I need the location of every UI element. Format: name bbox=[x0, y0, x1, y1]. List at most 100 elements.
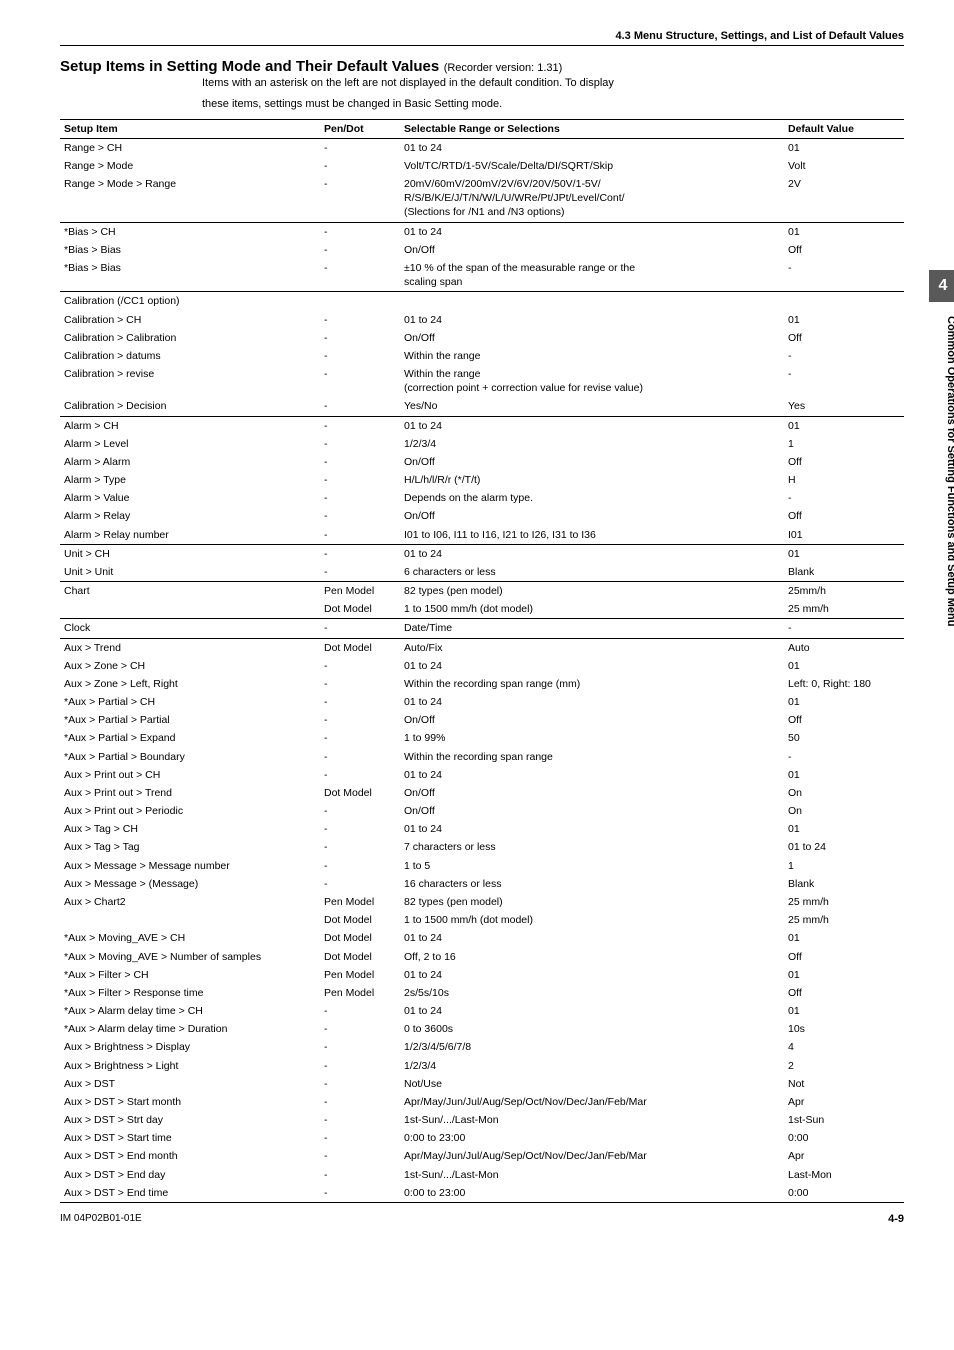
cell-item: Aux > Chart2 bbox=[60, 893, 320, 911]
cell-selectable: 01 to 24 bbox=[400, 1002, 784, 1020]
cell-pendot: - bbox=[320, 489, 400, 507]
table-row: *Aux > Partial > Boundary-Within the rec… bbox=[60, 748, 904, 766]
cell-item: Aux > DST > End month bbox=[60, 1147, 320, 1165]
cell-default: 2 bbox=[784, 1057, 904, 1075]
cell-pendot: - bbox=[320, 657, 400, 675]
table-row: *Aux > Alarm delay time > CH-01 to 2401 bbox=[60, 1002, 904, 1020]
cell-pendot: - bbox=[320, 693, 400, 711]
table-row: Aux > Brightness > Display-1/2/3/4/5/6/7… bbox=[60, 1038, 904, 1056]
cell-default: Yes bbox=[784, 397, 904, 416]
cell-default: Auto bbox=[784, 638, 904, 657]
cell-item: Alarm > Alarm bbox=[60, 453, 320, 471]
table-row: Dot Model1 to 1500 mm/h (dot model)25 mm… bbox=[60, 600, 904, 619]
cell-pendot: - bbox=[320, 1166, 400, 1184]
cell-selectable: On/Off bbox=[400, 507, 784, 525]
cell-default: 01 bbox=[784, 222, 904, 241]
cell-selectable: 01 to 24 bbox=[400, 657, 784, 675]
cell-item: *Aux > Moving_AVE > Number of samples bbox=[60, 948, 320, 966]
title-row: Setup Items in Setting Mode and Their De… bbox=[60, 58, 904, 76]
cell-selectable: 0 to 3600s bbox=[400, 1020, 784, 1038]
cell-default: 50 bbox=[784, 729, 904, 747]
cell-selectable: Apr/May/Jun/Jul/Aug/Sep/Oct/Nov/Dec/Jan/… bbox=[400, 1093, 784, 1111]
cell-pendot: Dot Model bbox=[320, 948, 400, 966]
cell-item: Range > Mode > Range bbox=[60, 175, 320, 222]
cell-default: 01 bbox=[784, 544, 904, 563]
cell-default: H bbox=[784, 471, 904, 489]
cell-item: Calibration > Decision bbox=[60, 397, 320, 416]
cell-default: Off bbox=[784, 984, 904, 1002]
table-row: Alarm > Relay-On/OffOff bbox=[60, 507, 904, 525]
cell-item: Alarm > CH bbox=[60, 416, 320, 435]
cell-default: 25 mm/h bbox=[784, 600, 904, 619]
cell-default: 01 bbox=[784, 416, 904, 435]
cell-item: Alarm > Relay number bbox=[60, 526, 320, 545]
table-row: ChartPen Model82 types (pen model)25mm/h bbox=[60, 582, 904, 601]
cell-selectable: 01 to 24 bbox=[400, 311, 784, 329]
table-row: Range > Mode > Range-20mV/60mV/200mV/2V/… bbox=[60, 175, 904, 222]
cell-pendot bbox=[320, 292, 400, 311]
cell-default: Last-Mon bbox=[784, 1166, 904, 1184]
cell-default: 01 bbox=[784, 657, 904, 675]
cell-default: - bbox=[784, 365, 904, 397]
cell-item: Alarm > Relay bbox=[60, 507, 320, 525]
table-row: Aux > Zone > Left, Right-Within the reco… bbox=[60, 675, 904, 693]
cell-item: Aux > Print out > CH bbox=[60, 766, 320, 784]
cell-item: *Aux > Partial > Expand bbox=[60, 729, 320, 747]
cell-selectable: 1st-Sun/.../Last-Mon bbox=[400, 1111, 784, 1129]
table-row: Calibration > revise-Within the range(co… bbox=[60, 365, 904, 397]
cell-pendot: - bbox=[320, 875, 400, 893]
cell-item: *Aux > Moving_AVE > CH bbox=[60, 929, 320, 947]
cell-item: Alarm > Level bbox=[60, 435, 320, 453]
footer-page-number: 4-9 bbox=[888, 1213, 904, 1225]
cell-item: Aux > DST bbox=[60, 1075, 320, 1093]
cell-pendot: - bbox=[320, 347, 400, 365]
section-header: 4.3 Menu Structure, Settings, and List o… bbox=[60, 30, 904, 46]
cell-pendot: - bbox=[320, 259, 400, 292]
cell-selectable: 7 characters or less bbox=[400, 838, 784, 856]
cell-default: 0:00 bbox=[784, 1184, 904, 1203]
table-row: Alarm > Level-1/2/3/41 bbox=[60, 435, 904, 453]
cell-selectable: Auto/Fix bbox=[400, 638, 784, 657]
cell-default: Off bbox=[784, 329, 904, 347]
cell-default: - bbox=[784, 347, 904, 365]
cell-selectable: 01 to 24 bbox=[400, 966, 784, 984]
cell-pendot: Pen Model bbox=[320, 582, 400, 601]
cell-selectable: H/L/h/l/R/r (*/T/t) bbox=[400, 471, 784, 489]
cell-pendot: - bbox=[320, 138, 400, 157]
cell-pendot: - bbox=[320, 544, 400, 563]
cell-default: 01 bbox=[784, 1002, 904, 1020]
cell-item: Calibration (/CC1 option) bbox=[60, 292, 320, 311]
cell-selectable: Within the range bbox=[400, 347, 784, 365]
cell-item: Alarm > Value bbox=[60, 489, 320, 507]
cell-item: Aux > Trend bbox=[60, 638, 320, 657]
table-row: *Aux > Filter > Response timePen Model2s… bbox=[60, 984, 904, 1002]
page-footer: IM 04P02B01-01E 4-9 bbox=[60, 1213, 904, 1225]
cell-pendot: Dot Model bbox=[320, 911, 400, 929]
cell-item: *Aux > Alarm delay time > CH bbox=[60, 1002, 320, 1020]
cell-default: On bbox=[784, 784, 904, 802]
cell-selectable: On/Off bbox=[400, 711, 784, 729]
table-row: Aux > Print out > Periodic-On/OffOn bbox=[60, 802, 904, 820]
footer-doc-id: IM 04P02B01-01E bbox=[60, 1213, 142, 1225]
cell-pendot: - bbox=[320, 729, 400, 747]
table-row: Aux > Brightness > Light-1/2/3/42 bbox=[60, 1057, 904, 1075]
table-row: *Aux > Partial > CH-01 to 2401 bbox=[60, 693, 904, 711]
cell-item bbox=[60, 600, 320, 619]
cell-selectable: Yes/No bbox=[400, 397, 784, 416]
table-row: *Aux > Moving_AVE > Number of samplesDot… bbox=[60, 948, 904, 966]
table-row: Unit > Unit-6 characters or lessBlank bbox=[60, 563, 904, 582]
cell-default: Blank bbox=[784, 563, 904, 582]
cell-item: Aux > Zone > Left, Right bbox=[60, 675, 320, 693]
cell-default: 25mm/h bbox=[784, 582, 904, 601]
cell-pendot: - bbox=[320, 563, 400, 582]
cell-selectable: 1 to 99% bbox=[400, 729, 784, 747]
cell-selectable: Volt/TC/RTD/1-5V/Scale/Delta/DI/SQRT/Ski… bbox=[400, 157, 784, 175]
cell-selectable: 1/2/3/4/5/6/7/8 bbox=[400, 1038, 784, 1056]
table-row: Clock-Date/Time- bbox=[60, 619, 904, 638]
cell-item: *Bias > Bias bbox=[60, 241, 320, 259]
table-row: Unit > CH-01 to 2401 bbox=[60, 544, 904, 563]
cell-pendot: - bbox=[320, 471, 400, 489]
table-row: Aux > Chart2Pen Model82 types (pen model… bbox=[60, 893, 904, 911]
table-row: *Aux > Partial > Partial-On/OffOff bbox=[60, 711, 904, 729]
table-row: Aux > Zone > CH-01 to 2401 bbox=[60, 657, 904, 675]
